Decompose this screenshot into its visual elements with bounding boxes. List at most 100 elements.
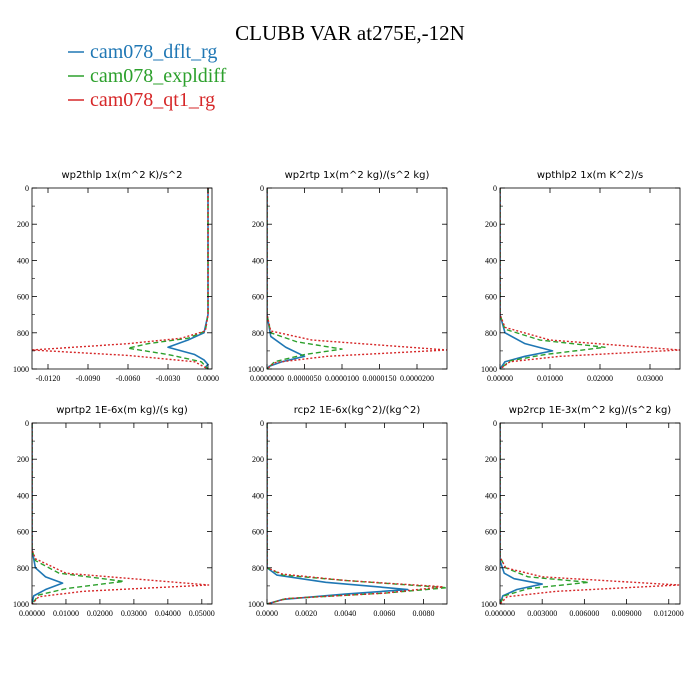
y-tick-label: 800 [17, 329, 29, 338]
x-tick-label: 0.000000 [485, 609, 515, 618]
x-tick-label: 0.04000 [155, 609, 181, 618]
panel-3: wprtp2 1E-6x(m kg)/(s kg) 0 200 400 600 800 10… [13, 405, 215, 618]
panel-5: wp2rcp 1E-3x(m^2 kg)/(s^2 kg) 0 200 400 600 8… [481, 405, 684, 618]
series-line-3-0 [32, 423, 64, 604]
x-tick-label: 0.02000 [587, 374, 613, 383]
series-line-0-2 [32, 188, 209, 369]
panel-title-4: rcp2 1E-6x(kg^2)/(kg^2) [294, 405, 421, 416]
x-tick-label: -0.0120 [36, 374, 61, 383]
panel-title-5: wp2rcp 1E-3x(m^2 kg)/(s^2 kg) [509, 405, 672, 416]
series-line-2-1 [500, 188, 606, 369]
y-tick-label: 0 [25, 419, 29, 428]
y-tick-label: 400 [17, 491, 29, 500]
plot-frame-2 [499, 187, 681, 370]
legend-label-1: cam078_expldiff [90, 65, 227, 87]
legend-label-2: cam078_qt1_rg [90, 89, 215, 111]
y-tick-label: 200 [17, 455, 29, 464]
x-tick-label: 0.01000 [53, 609, 79, 618]
y-tick-label: 400 [252, 256, 264, 265]
series-line-2-0 [500, 188, 554, 369]
x-tick-label: 0.009000 [612, 609, 642, 618]
series-line-5-2 [500, 423, 680, 604]
series-line-0-0 [167, 188, 209, 369]
x-tick-label: 0.0000000 [250, 374, 284, 383]
y-tick-label: 200 [17, 220, 29, 229]
series-line-5-0 [500, 423, 543, 604]
series-line-3-2 [32, 423, 210, 604]
x-tick-label: 0.0000150 [363, 374, 397, 383]
legend-label-0: cam078_dflt_rg [90, 41, 217, 63]
x-tick-label: 0.01000 [537, 374, 563, 383]
y-tick-label: 800 [252, 329, 264, 338]
x-tick-label: 0.0080 [413, 609, 435, 618]
y-tick-label: 1000 [248, 600, 264, 609]
series-line-1-0 [267, 188, 306, 369]
panel-title-1: wp2rtp 1x(m^2 kg)/(s^2 kg) [285, 170, 430, 181]
x-tick-label: 0.03000 [637, 374, 663, 383]
y-tick-label: 200 [485, 455, 497, 464]
y-tick-label: 600 [252, 528, 264, 537]
x-tick-label: 0.006000 [569, 609, 599, 618]
x-tick-label: -0.0030 [156, 374, 181, 383]
x-tick-label: 0.00000 [19, 609, 45, 618]
y-tick-label: 0 [260, 419, 264, 428]
series-line-5-1 [500, 423, 590, 604]
y-tick-label: 400 [485, 491, 497, 500]
panel-title-2: wpthlp2 1x(m K^2)/s [537, 170, 643, 181]
plot-frame-3 [31, 422, 213, 605]
y-tick-label: 1000 [481, 600, 497, 609]
x-tick-label: -0.0060 [116, 374, 141, 383]
y-tick-label: 200 [252, 220, 264, 229]
series-line-4-0 [267, 423, 409, 604]
panel-title-3: wprtp2 1E-6x(m kg)/(s kg) [56, 405, 188, 416]
x-tick-label: 0.03000 [121, 609, 147, 618]
y-tick-label: 0 [260, 184, 264, 193]
x-tick-label: 0.0000 [197, 374, 219, 383]
x-tick-label: 0.0000200 [400, 374, 434, 383]
y-tick-label: 0 [25, 184, 29, 193]
y-tick-label: 1000 [248, 365, 264, 374]
series-line-4-2 [267, 423, 444, 604]
y-tick-label: 1000 [13, 600, 29, 609]
legend: cam078_dflt_rgcam078_expldiffcam078_qt1_… [68, 41, 227, 111]
x-tick-label: 0.02000 [87, 609, 113, 618]
y-tick-label: 400 [485, 256, 497, 265]
y-tick-label: 600 [17, 293, 29, 302]
y-tick-label: 0 [493, 419, 497, 428]
panel-title-0: wp2thlp 1x(m^2 K)/s^2 [61, 170, 182, 181]
x-tick-label: 0.0020 [295, 609, 317, 618]
series-line-1-2 [267, 188, 447, 369]
y-tick-label: 600 [485, 528, 497, 537]
figure-title: CLUBB VAR at275E,-12N [235, 21, 465, 45]
x-tick-label: 0.00000 [487, 374, 513, 383]
y-tick-label: 0 [493, 184, 497, 193]
x-tick-label: 0.0000050 [288, 374, 322, 383]
x-tick-label: 0.05000 [189, 609, 215, 618]
y-tick-label: 800 [485, 329, 497, 338]
panel-1: wp2rtp 1x(m^2 kg)/(s^2 kg) 0 200 400 600 800 1… [248, 170, 448, 383]
y-tick-label: 800 [17, 564, 29, 573]
x-tick-label: 0.0040 [334, 609, 356, 618]
x-tick-label: -0.0090 [76, 374, 101, 383]
y-tick-label: 800 [485, 564, 497, 573]
y-tick-label: 600 [485, 293, 497, 302]
x-tick-label: 0.0000100 [325, 374, 359, 383]
series-line-2-2 [500, 188, 680, 369]
panels: wp2thlp 1x(m^2 K)/s^2 0 200 400 600 800 1000 -0… [13, 170, 684, 618]
y-tick-label: 600 [252, 293, 264, 302]
x-tick-label: 0.003000 [527, 609, 557, 618]
panel-0: wp2thlp 1x(m^2 K)/s^2 0 200 400 600 800 1000 -0… [13, 170, 219, 383]
plot-frame-1 [266, 187, 448, 370]
panel-2: wpthlp2 1x(m K^2)/s 0 200 400 600 800 10000.00… [481, 170, 681, 383]
x-tick-label: 0.0000 [256, 609, 278, 618]
x-tick-label: 0.012000 [654, 609, 684, 618]
y-tick-label: 400 [252, 491, 264, 500]
y-tick-label: 1000 [13, 365, 29, 374]
y-tick-label: 200 [252, 455, 264, 464]
y-tick-label: 800 [252, 564, 264, 573]
y-tick-label: 600 [17, 528, 29, 537]
y-tick-label: 400 [17, 256, 29, 265]
y-tick-label: 200 [485, 220, 497, 229]
series-line-4-1 [267, 423, 447, 604]
